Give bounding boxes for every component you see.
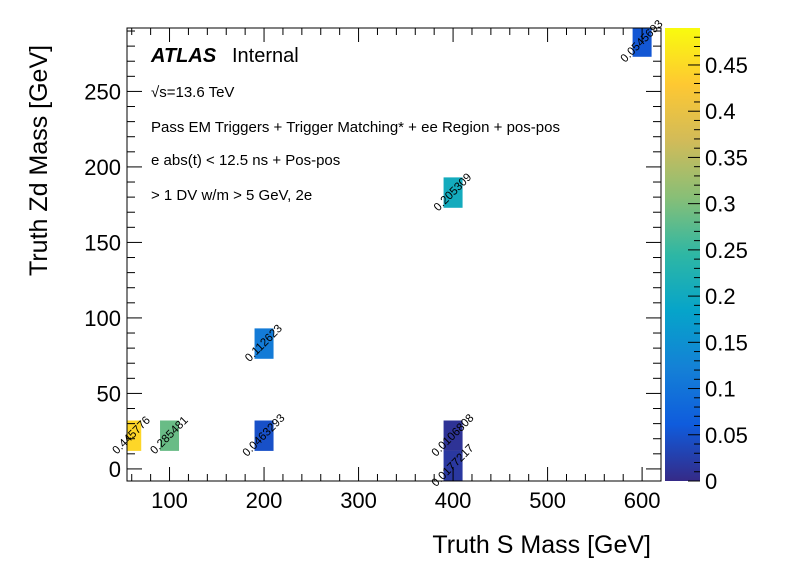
y-tick-label: 100 [84,306,121,331]
selection-line-1: Pass EM Triggers + Trigger Matching* + e… [151,119,560,136]
heatmap-cells [127,28,652,481]
x-tick-label: 600 [624,488,661,513]
heatmap-cell [443,450,463,481]
heatmap-cell [443,420,463,451]
heatmap-cell [443,177,463,208]
heatmap-cell [632,28,652,57]
selection-line-3: > 1 DV w/m > 5 GeV, 2e [151,187,312,204]
color-scale-tick-label: 0.2 [705,284,736,309]
color-scale-tick-label: 0.25 [705,238,748,263]
x-tick-label: 400 [435,488,472,513]
x-tick-label: 200 [246,488,283,513]
color-scale-tick-label: 0.05 [705,423,748,448]
color-scale-tick-label: 0.1 [705,377,736,402]
color-scale-bar [665,28,700,481]
color-scale-axis: 0 0.05 0.1 0.15 0.2 0.25 0.3 0.35 0.4 0.45 [688,36,748,494]
color-scale-tick-label: 0.45 [705,53,748,78]
x-tick-label: 500 [529,488,566,513]
y-tick-label: 50 [97,381,121,406]
y-axis: 0 50 100 150 200 250 [84,30,661,482]
color-scale-tick-label: 0.4 [705,99,736,124]
y-tick-label: 0 [109,457,121,482]
y-tick-label: 150 [84,230,121,255]
internal-label: Internal [232,45,299,67]
y-axis-title: Truth Zd Mass [GeV] [25,45,53,276]
heatmap-cell [254,420,274,451]
x-tick-label: 300 [340,488,377,513]
color-scale-tick-label: 0.15 [705,330,748,355]
energy-label: √s=13.6 TeV [151,84,234,101]
y-tick-label: 250 [84,79,121,104]
cell-value-label: 0.0463293 [241,412,288,459]
color-scale-tick-label: 0 [705,469,717,494]
color-scale-tick-label: 0.3 [705,192,736,217]
plot-frame [126,27,662,482]
y-tick-label: 200 [84,155,121,180]
heatmap-cell [254,328,274,359]
color-scale-tick-label: 0.35 [705,145,748,170]
heatmap-cell [160,420,180,451]
x-axis: 100 200 300 400 500 600 [131,28,662,513]
x-tick-label: 100 [151,488,188,513]
x-axis-title: Truth S Mass [GeV] [432,531,651,559]
heatmap-cell [127,420,142,451]
atlas-label: ATLAS [150,45,217,67]
selection-line-2: e abs(t) < 12.5 ns + Pos-pos [151,152,340,169]
